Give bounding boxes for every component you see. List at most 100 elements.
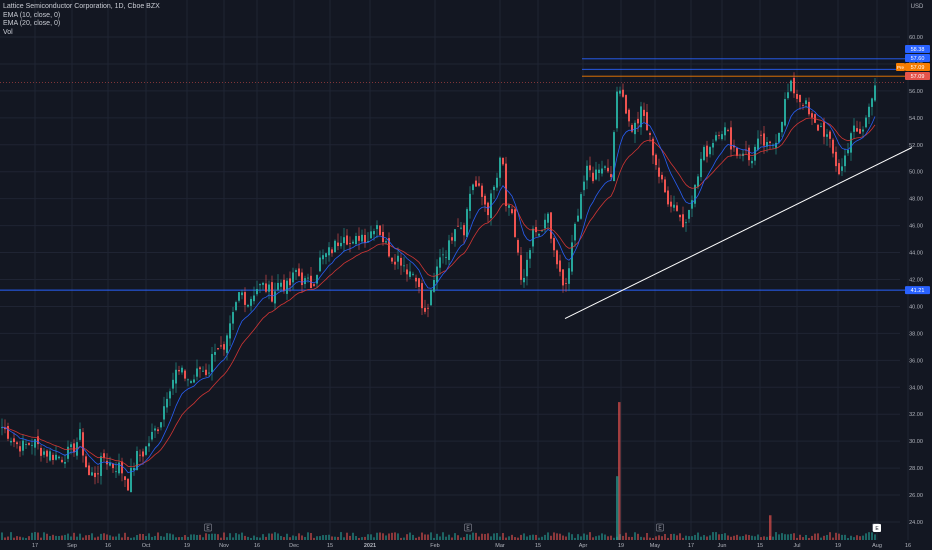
volume-bar: [637, 533, 639, 540]
candle-body: [235, 302, 237, 311]
time-tick-label: 17: [32, 543, 38, 549]
volume-bar: [136, 535, 138, 540]
candle-body: [448, 240, 450, 260]
volume-bar: [562, 535, 564, 540]
earnings-icon-current[interactable]: [873, 524, 881, 532]
candle-body: [277, 282, 279, 290]
candle-body: [40, 447, 42, 456]
price-badge: [905, 72, 930, 80]
earnings-icon[interactable]: [204, 523, 212, 532]
candle-body: [661, 174, 663, 180]
candle-body: [652, 138, 654, 156]
candle-body: [166, 398, 168, 408]
horizontal-levels[interactable]: [0, 58, 905, 291]
volume-bar: [850, 535, 852, 540]
ema10-label[interactable]: EMA (10, close, 0): [3, 11, 61, 19]
volume-bar: [820, 537, 822, 540]
volume-bar: [427, 534, 429, 540]
volume-bar: [604, 534, 606, 540]
volume-bar: [343, 537, 345, 540]
candle-body: [241, 292, 243, 296]
price-badge-label: 57.09: [911, 74, 925, 80]
candle-body: [601, 168, 603, 174]
time-tick-label: Aug: [872, 543, 882, 549]
ema-20-line: [1, 117, 876, 468]
volume-bar: [808, 537, 810, 540]
volume-bar: [301, 535, 303, 540]
volume-bar: [523, 533, 525, 540]
candle-body: [670, 201, 672, 207]
candle-body: [253, 295, 255, 302]
volume-bar: [499, 536, 501, 540]
trend-line[interactable]: [564, 147, 913, 320]
earnings-markers[interactable]: EEEEE: [204, 523, 882, 532]
volume-bar: [403, 537, 405, 540]
volume-bar: [103, 533, 105, 540]
volume-bar: [160, 536, 162, 540]
candle-body: [691, 200, 693, 209]
volume-bar: [760, 537, 762, 540]
candle-body: [88, 465, 90, 476]
volume-bar: [742, 536, 744, 540]
volume-bar: [58, 536, 60, 540]
earnings-icon[interactable]: [656, 523, 664, 532]
candle-body: [286, 280, 288, 294]
volume-bars: [1, 402, 876, 540]
candle-body: [70, 444, 72, 448]
volume-bar: [13, 537, 15, 540]
candle-body: [754, 146, 756, 161]
candle-body: [247, 305, 249, 307]
ema20-label[interactable]: EMA (20, close, 0): [3, 20, 61, 27]
candle-body: [718, 135, 720, 137]
volume-bar: [844, 534, 846, 540]
volume-bar: [535, 534, 537, 540]
candle-body: [415, 277, 417, 282]
volume-bar: [514, 537, 516, 540]
volume-bar: [481, 533, 483, 540]
candle-body: [376, 225, 378, 230]
volume-bar: [628, 536, 630, 540]
candle-body: [775, 142, 777, 148]
volume-bar: [673, 533, 675, 540]
candle-body: [766, 141, 768, 147]
time-axis[interactable]: 17 Sep 16 Oct 19 Nov 16 Dec 15 2021 Feb Mar 15 Apr 19 M…: [32, 543, 911, 549]
volume-label[interactable]: Vol: [3, 28, 13, 36]
earnings-marker-label: E: [206, 526, 210, 532]
price-tick-label: 38.00: [909, 331, 923, 337]
volume-bar: [22, 537, 24, 540]
volume-bar: [76, 536, 78, 540]
candle-body: [52, 454, 54, 460]
candle-body: [331, 249, 333, 254]
candle-body: [673, 204, 675, 208]
candle-body: [565, 282, 567, 284]
price-tick-label: 40.00: [909, 304, 923, 310]
volume-bar: [43, 532, 45, 540]
volume-bar: [589, 532, 591, 540]
earnings-icon[interactable]: [464, 523, 472, 532]
candle-body: [391, 257, 393, 262]
volume-bar: [874, 534, 876, 540]
volume-bar: [700, 536, 702, 540]
candle-body: [130, 467, 132, 493]
volume-bar: [199, 534, 201, 540]
candle-body: [136, 450, 138, 470]
volume-bar: [106, 534, 108, 540]
candle-body: [574, 223, 576, 241]
candle-body: [121, 461, 123, 474]
volume-bar: [580, 536, 582, 540]
candle-body: [562, 269, 564, 286]
candle-body: [364, 234, 366, 243]
candle-body: [76, 442, 78, 456]
volume-bar: [448, 534, 450, 540]
candle-body: [709, 147, 711, 155]
volume-bar: [262, 534, 264, 540]
volume-bar: [238, 534, 240, 540]
candle-body: [499, 157, 501, 178]
volume-bar: [688, 536, 690, 540]
time-tick-label: 16: [254, 543, 260, 549]
candle-body: [784, 99, 786, 126]
candle-body: [328, 247, 330, 256]
symbol-title[interactable]: Lattice Semiconductor Corporation, 1D, C…: [3, 3, 160, 10]
candle-body: [100, 456, 102, 476]
